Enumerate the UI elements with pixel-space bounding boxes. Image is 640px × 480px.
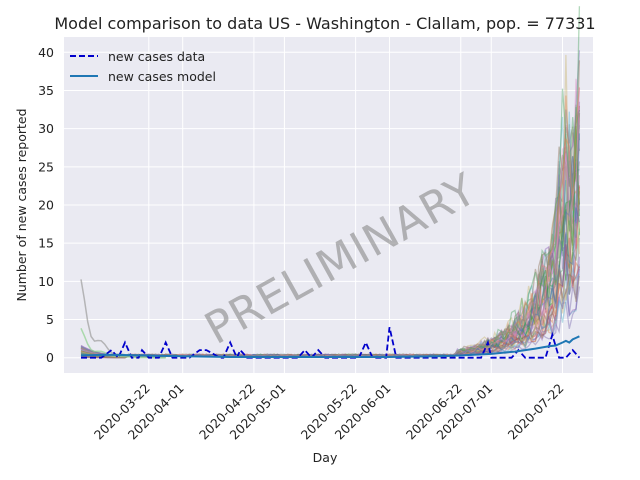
model-realization-line [80,244,581,358]
y-tick-label: 30 [38,121,54,136]
series-lines [80,327,581,360]
model-ensemble-lines [80,6,581,359]
y-tick-label: 10 [38,274,54,289]
y-tick-label: 5 [46,312,54,327]
y-tick-label: 40 [38,45,54,60]
y-tick-label: 0 [46,350,54,365]
y-axis-label: Number of new cases reported [14,108,29,301]
legend-label-model: new cases model [108,69,216,84]
y-tick-label: 20 [38,198,54,213]
legend-label-data: new cases data [108,49,205,64]
gridlines [64,37,593,373]
chart-title: Model comparison to data US - Washington… [54,14,595,33]
series-line-new-cases-model [80,335,580,358]
x-axis-label: Day [313,450,338,465]
y-tick-label: 15 [38,236,54,251]
y-tick-label: 25 [38,159,54,174]
legend: new cases data new cases model [70,49,216,84]
y-tick-label: 35 [38,83,54,98]
